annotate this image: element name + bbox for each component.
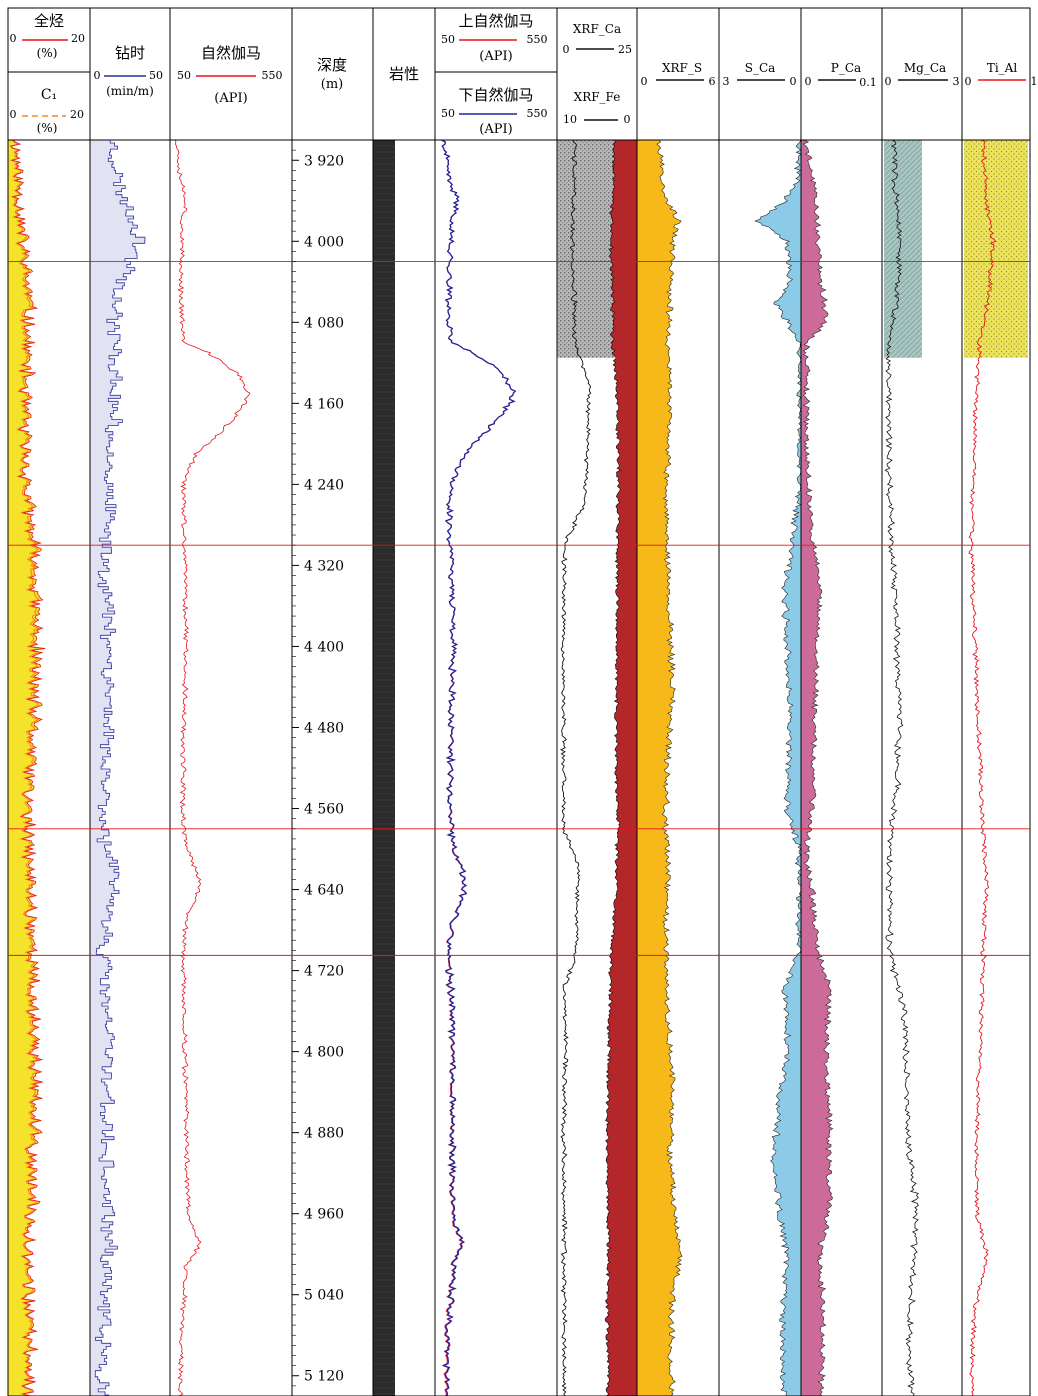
p-ca-min: 0 xyxy=(805,75,812,88)
track-grid xyxy=(7,7,1031,1396)
total-gas-max: 20 xyxy=(71,32,85,45)
lower-gamma-min: 50 xyxy=(441,107,455,120)
upper-gamma-min: 50 xyxy=(441,33,455,46)
p-ca-title: P_Ca xyxy=(831,61,861,75)
drill-time-max: 50 xyxy=(149,69,163,82)
depth-tick-label: 5 040 xyxy=(304,1288,344,1304)
depth-tick-label: 4 240 xyxy=(304,477,344,493)
s-ca-title: S_Ca xyxy=(745,61,776,75)
drill-time-min: 0 xyxy=(94,69,101,82)
total-gas-unit: (%) xyxy=(37,46,58,60)
mg-ca-max: 3 xyxy=(953,75,960,88)
xrf-ca-title: XRF_Ca xyxy=(573,22,621,36)
depth-tick-label: 4 880 xyxy=(304,1126,344,1142)
mg-ca-pattern-zone xyxy=(884,140,922,358)
lithology-title: 岩性 xyxy=(389,65,419,83)
depth-title: 深度 xyxy=(317,56,347,74)
xrf-ca-curve xyxy=(559,140,592,1396)
ti-al-pattern-zone xyxy=(964,140,1028,358)
depth-axis: 3 920 4 000 4 080 4 160 4 240 4 320 4 400 4 480… xyxy=(292,149,344,1387)
lower-gamma-curve xyxy=(441,140,517,1396)
c1-unit: (%) xyxy=(37,121,58,135)
ti-al-curve xyxy=(968,140,997,1396)
lower-gamma-max: 550 xyxy=(527,107,548,120)
upper-gamma-title: 上自然伽马 xyxy=(458,12,533,30)
xrf-s-min: 0 xyxy=(641,75,648,88)
total-gas-min: 0 xyxy=(10,32,17,45)
xrf-fe-fill xyxy=(604,140,638,1396)
total-gas-title: 全烃 xyxy=(34,12,64,30)
total-gas-curve xyxy=(9,140,46,1396)
depth-tick-label: 4 640 xyxy=(304,883,344,899)
depth-tick-label: 4 480 xyxy=(304,720,344,736)
drill-time-title: 钻时 xyxy=(115,44,145,62)
xrf-s-max: 6 xyxy=(709,75,716,88)
xrf-fe-max: 0 xyxy=(624,113,631,126)
c1-min: 0 xyxy=(10,108,17,121)
drill-time-unit: (min/m) xyxy=(106,84,154,98)
depth-tick-label: 4 160 xyxy=(304,396,344,412)
gamma-curve xyxy=(174,140,251,1396)
depth-tick-label: 4 800 xyxy=(304,1045,344,1061)
upper-gamma-max: 550 xyxy=(527,33,548,46)
depth-tick-label: 4 720 xyxy=(304,964,344,980)
s-ca-min: 3 xyxy=(723,75,730,88)
s-ca-max: 0 xyxy=(790,75,797,88)
s-ca-fill xyxy=(754,140,802,1396)
c1-curve xyxy=(9,140,42,1396)
xrf-s-title: XRF_S xyxy=(662,61,702,75)
xrf-fe-min: 10 xyxy=(563,113,577,126)
log-frame xyxy=(7,7,1031,1396)
lithology-column xyxy=(373,140,395,1396)
mg-ca-curve xyxy=(884,140,919,1396)
depth-tick-label: 4 400 xyxy=(304,639,344,655)
depth-tick-label: 4 320 xyxy=(304,558,344,574)
depth-tick-label: 4 080 xyxy=(304,315,344,331)
drill-time-curve xyxy=(94,140,146,1396)
depth-unit: (m) xyxy=(321,77,343,92)
track-headers: 全烃 0 20 (%) C₁ 0 20 (%) 钻时 0 50 (min/m) 自然伽马 50 550 (AP… xyxy=(10,12,1038,137)
ti-al-min: 0 xyxy=(965,75,972,88)
depth-tick-label: 4 960 xyxy=(304,1207,344,1223)
xrf-pattern-zone xyxy=(557,140,615,358)
xrf-ca-max: 25 xyxy=(618,43,632,56)
xrf-fe-title: XRF_Fe xyxy=(574,90,621,104)
c1-title: C₁ xyxy=(41,87,57,103)
p-ca-max: 0.1 xyxy=(859,76,877,89)
depth-tick-label: 4 000 xyxy=(304,234,344,250)
depth-tick-label: 3 920 xyxy=(304,153,344,169)
xrf-s-fill xyxy=(636,140,683,1396)
gamma-title: 自然伽马 xyxy=(201,44,261,62)
mg-ca-min: 0 xyxy=(885,75,892,88)
c1-max: 20 xyxy=(70,108,84,121)
xrf-ca-min: 0 xyxy=(563,43,570,56)
p-ca-fill xyxy=(800,140,834,1396)
upper-gamma-unit: (API) xyxy=(479,49,512,64)
ti-al-max: 1 xyxy=(1031,75,1038,88)
depth-tick-label: 5 120 xyxy=(304,1369,344,1385)
track-plots xyxy=(8,140,1028,1396)
depth-tick-label: 4 560 xyxy=(304,802,344,818)
mg-ca-title: Mg_Ca xyxy=(904,61,946,75)
gamma-unit: (API) xyxy=(214,91,247,106)
lower-gamma-title: 下自然伽马 xyxy=(458,86,533,104)
gamma-max: 550 xyxy=(262,69,283,82)
lower-gamma-unit: (API) xyxy=(479,122,512,137)
ti-al-title: Ti_Al xyxy=(987,61,1018,75)
gamma-min: 50 xyxy=(177,69,191,82)
